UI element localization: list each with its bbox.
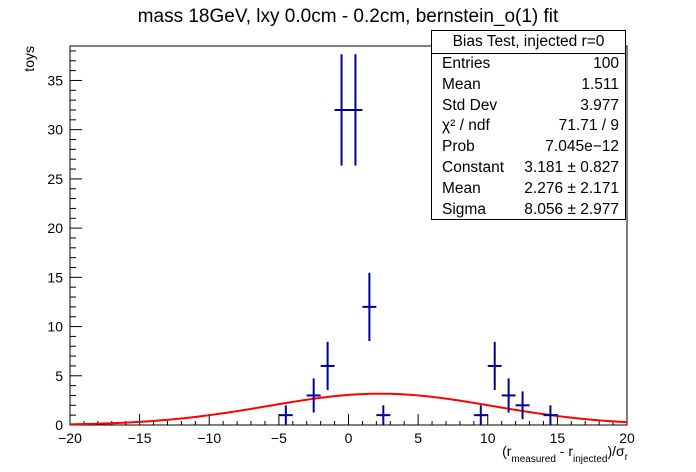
y-tick-label: 20 <box>47 220 63 236</box>
x-tick-label: 0 <box>345 430 353 446</box>
data-point <box>348 54 363 166</box>
stats-value: 2.276 ± 2.171 <box>524 179 619 197</box>
y-tick-label: 5 <box>55 368 63 384</box>
fit-curve-path <box>69 392 628 426</box>
stats-row: Mean 1.511 <box>432 75 625 96</box>
y-axis-label: toys <box>21 46 37 72</box>
stats-value: 7.045e−12 <box>545 138 619 156</box>
stats-row: Sigma 8.056 ± 2.977 <box>432 200 625 221</box>
y-tick-label: 0 <box>55 417 63 433</box>
data-point <box>501 378 516 413</box>
x-tick-label: 20 <box>619 430 635 446</box>
y-tick-label: 30 <box>47 122 63 138</box>
x-tick-label: 10 <box>480 430 496 446</box>
y-tick-label: 10 <box>47 319 63 335</box>
fit-curve <box>69 392 628 426</box>
stats-label: Constant <box>442 158 505 176</box>
stats-value: 8.056 ± 2.977 <box>524 200 619 218</box>
data-point <box>306 378 321 413</box>
stats-label: Entries <box>442 55 491 72</box>
data-point <box>376 405 391 425</box>
stats-row: Std Dev 3.977 <box>432 96 625 117</box>
x-tick-label: −15 <box>128 430 152 446</box>
data-point <box>362 272 377 341</box>
stats-label: Mean <box>442 179 481 197</box>
stats-row: Constant 3.181 ± 0.827 <box>432 158 625 179</box>
data-points <box>278 54 558 425</box>
data-point <box>320 341 335 391</box>
stats-label: χ² / ndf <box>442 117 490 135</box>
stats-value: 3.181 ± 0.827 <box>524 158 619 176</box>
stats-label: Mean <box>442 75 481 93</box>
stats-value: 3.977 <box>580 96 619 114</box>
data-point <box>515 391 530 420</box>
stats-value: 100 <box>593 55 619 72</box>
y-tick-label: 35 <box>47 72 63 88</box>
stats-row: Entries 100 <box>432 54 625 75</box>
y-tick-label: 25 <box>47 171 63 187</box>
data-point <box>278 405 293 425</box>
x-tick-label: 5 <box>414 430 422 446</box>
x-tick-label: −10 <box>197 430 221 446</box>
stats-value: 1.511 <box>581 75 619 93</box>
data-point <box>543 405 558 425</box>
stats-row: χ² / ndf 71.71 / 9 <box>432 116 625 137</box>
y-tick-label: 15 <box>47 269 63 285</box>
data-point <box>334 54 349 166</box>
x-tick-label: −20 <box>58 430 82 446</box>
stats-box: Bias Test, injected r=0 Entries 100 Mean 1.… <box>431 30 626 220</box>
x-tick-label: −5 <box>271 430 287 446</box>
stats-box-title: Bias Test, injected r=0 <box>432 31 625 54</box>
stats-row: Mean 2.276 ± 2.171 <box>432 179 625 200</box>
data-point <box>473 405 488 425</box>
stats-value: 71.71 / 9 <box>558 117 619 135</box>
x-axis-label: (rmeasured - rinjected)/σr <box>502 443 629 465</box>
chart-title: mass 18GeV, lxy 0.0cm - 0.2cm, bernstein… <box>138 6 559 27</box>
stats-label: Sigma <box>442 200 486 218</box>
stats-label: Std Dev <box>442 96 498 114</box>
x-tick-label: 15 <box>550 430 566 446</box>
stats-row: Prob 7.045e−12 <box>432 137 625 158</box>
data-point <box>487 341 502 391</box>
axes: −20 −15 −10 −5 0 5 10 15 20 0 5 10 15 20 25 30 35 <box>47 45 635 446</box>
stats-label: Prob <box>442 138 475 156</box>
